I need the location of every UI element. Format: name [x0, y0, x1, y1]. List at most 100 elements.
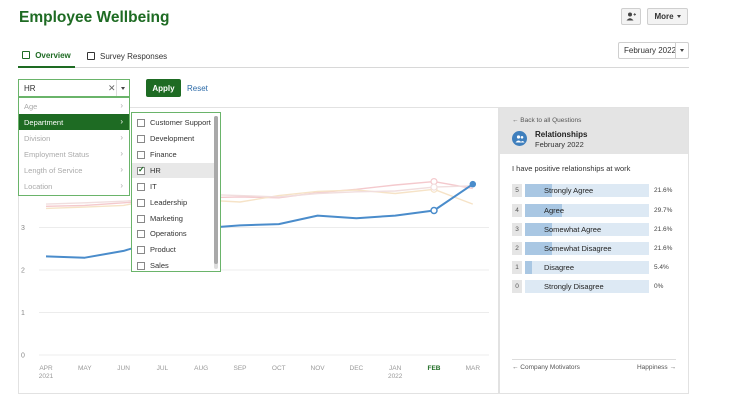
checkbox[interactable]: [137, 229, 145, 238]
checkbox[interactable]: [137, 182, 145, 191]
response-score: 4: [512, 204, 522, 217]
reset-link[interactable]: Reset: [187, 84, 208, 93]
department-option[interactable]: IT: [132, 179, 214, 194]
response-score: 5: [512, 184, 522, 197]
response-percent: 5.4%: [654, 264, 669, 271]
topic-title: Relationships: [535, 130, 588, 139]
response-bar: Somewhat Agree: [525, 223, 649, 236]
apply-button[interactable]: Apply: [146, 79, 181, 97]
response-score: 2: [512, 242, 522, 255]
page-title: Employee Wellbeing: [19, 9, 170, 26]
next-topic-link[interactable]: Happiness →: [636, 364, 676, 371]
response-percent: 21.6%: [654, 226, 673, 233]
response-label: Strongly Agree: [544, 186, 594, 195]
category-length-of-service[interactable]: Length of Service ›: [24, 165, 123, 175]
x-tick-label: APR: [39, 365, 53, 372]
prev-topic-link[interactable]: ← Company Motivators: [512, 364, 580, 371]
month-select-value: February 2022: [624, 46, 677, 55]
chevron-down-icon: [675, 43, 688, 58]
checkbox[interactable]: [137, 261, 145, 270]
department-option-hr[interactable]: HR: [132, 163, 214, 178]
department-option[interactable]: Development: [132, 131, 214, 146]
x-tick-label: SEP: [233, 365, 246, 372]
checkbox[interactable]: [137, 214, 145, 223]
checkbox[interactable]: [137, 134, 145, 143]
department-option[interactable]: Operations: [132, 226, 214, 241]
clear-icon[interactable]: ✕: [108, 83, 116, 93]
survey-icon: [87, 52, 95, 60]
checkbox[interactable]: [137, 150, 145, 159]
tab-overview[interactable]: Overview: [18, 44, 75, 68]
y-tick-label: 3: [21, 225, 25, 232]
people-icon: [512, 131, 527, 146]
filter-input-value: HR: [24, 83, 36, 93]
response-percent: 21.6%: [654, 245, 673, 252]
checkbox[interactable]: [137, 245, 145, 254]
response-bar-fill: [525, 223, 552, 236]
back-to-questions-link[interactable]: ← Back to all Questions: [512, 117, 582, 124]
department-option[interactable]: Product: [132, 242, 214, 257]
category-age[interactable]: Age ›: [24, 101, 123, 111]
comparison-series-line: [45, 185, 473, 205]
response-score: 0: [512, 280, 522, 293]
chevron-right-icon: ›: [120, 149, 123, 158]
response-bar: Somewhat Disagree: [525, 242, 649, 255]
category-location[interactable]: Location ›: [24, 181, 123, 191]
question-text: I have positive relationships at work: [512, 164, 631, 173]
chevron-right-icon: ›: [120, 181, 123, 190]
category-division[interactable]: Division ›: [24, 133, 123, 143]
checkbox-checked[interactable]: [137, 165, 145, 175]
category-department[interactable]: Department ›: [19, 114, 129, 130]
response-bar: Agree: [525, 204, 649, 217]
department-option[interactable]: Finance: [132, 147, 214, 162]
topic-month: February 2022: [535, 140, 584, 149]
department-option[interactable]: Leadership: [132, 195, 214, 210]
response-row: 1 Disagree 5.4%: [512, 261, 682, 274]
response-score: 1: [512, 261, 522, 274]
department-option[interactable]: Marketing: [132, 211, 214, 226]
scrollbar-thumb[interactable]: [214, 116, 218, 264]
checkbox[interactable]: [137, 198, 145, 207]
response-label: Strongly Disagree: [544, 282, 604, 291]
chevron-down-icon[interactable]: [116, 80, 129, 96]
more-button[interactable]: More: [647, 8, 688, 25]
x-tick-label: JAN: [389, 365, 402, 372]
comparison-point-marker: [430, 183, 438, 191]
filter-input[interactable]: HR ✕: [18, 79, 130, 97]
response-bar-fill: [525, 261, 532, 274]
x-tick-label: DEC: [350, 365, 364, 372]
add-user-button[interactable]: [621, 8, 641, 25]
comparison-series-line: [45, 188, 474, 210]
scrollbar[interactable]: [214, 116, 218, 269]
chevron-right-icon: ›: [120, 117, 123, 126]
y-tick-label: 2: [21, 268, 25, 275]
response-bar-fill: [525, 184, 552, 197]
data-point-marker: [430, 206, 438, 215]
response-bar-fill: [525, 242, 552, 255]
y-tick-label: 0: [21, 353, 25, 360]
x-tick-label: NOV: [311, 365, 326, 372]
checkbox[interactable]: [137, 118, 145, 127]
response-label: Somewhat Disagree: [544, 244, 612, 253]
tab-survey-responses[interactable]: Survey Responses: [87, 44, 167, 68]
response-row: 4 Agree 29.7%: [512, 204, 682, 217]
category-employment-status[interactable]: Employment Status ›: [24, 149, 123, 159]
response-score: 3: [512, 223, 522, 236]
department-option[interactable]: Customer Support: [132, 115, 214, 130]
x-tick-label: JUN: [117, 365, 130, 372]
question-panel: ← Back to all Questions Relationships Fe…: [499, 107, 689, 394]
department-option[interactable]: Sales: [132, 258, 214, 273]
overview-icon: [22, 51, 31, 59]
month-select[interactable]: February 2022: [618, 42, 689, 59]
response-percent: 21.6%: [654, 187, 673, 194]
x-tick-label: JUL: [157, 365, 169, 372]
tab-overview-label: Overview: [35, 50, 71, 60]
filter-category-menu: Age › Department › Division › Employment St…: [18, 97, 130, 196]
x-tick-label: MAR: [466, 365, 481, 372]
add-user-icon: [626, 12, 636, 21]
response-row: 0 Strongly Disagree 0%: [512, 280, 682, 293]
response-bar: Strongly Agree: [525, 184, 649, 197]
data-point-marker: [469, 180, 477, 188]
x-tick-label: OCT: [272, 365, 286, 372]
comparison-series-line: [45, 180, 473, 207]
